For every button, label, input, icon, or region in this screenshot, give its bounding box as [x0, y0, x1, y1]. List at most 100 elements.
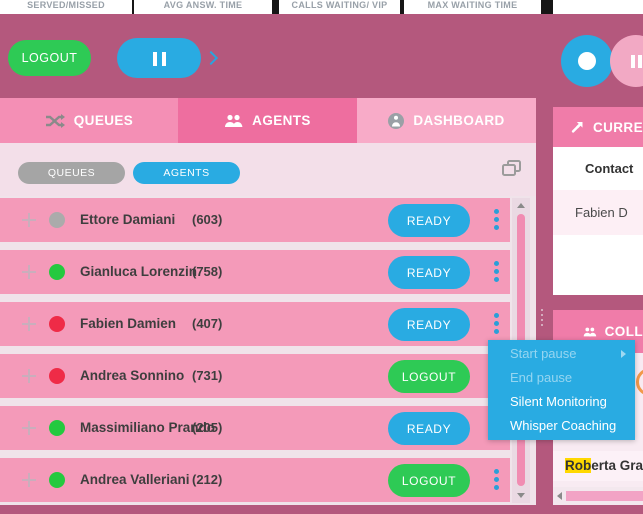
kebab-menu-icon[interactable] [490, 310, 502, 338]
agent-context-menu: Start pause End pause Silent Monitoring … [488, 340, 635, 440]
expand-plus-icon[interactable] [22, 369, 36, 383]
colleague-row[interactable]: Roberta Grassi [553, 451, 643, 481]
agent-extension: (758) [192, 264, 223, 279]
scroll-down-arrow-icon[interactable] [517, 493, 525, 498]
panel-title: CURRE [592, 119, 643, 135]
pause-icon [150, 50, 168, 66]
main-tabs: QUEUES AGENTS DASHBOARD [0, 98, 536, 143]
agent-name: Gianluca Lorenzin [80, 264, 198, 279]
tab-label: QUEUES [73, 113, 134, 128]
agent-name: Andrea Valleriani [80, 472, 190, 487]
agent-list: Ettore Damiani (603) READY Gianluca Lore… [0, 196, 536, 505]
context-menu-item[interactable]: End pause [488, 366, 635, 390]
agent-extension: (205) [192, 420, 223, 435]
filter-queues-pill[interactable]: QUEUES [18, 162, 125, 184]
presence-dot-icon [49, 212, 65, 228]
people-icon [225, 114, 243, 127]
pause-icon [638, 55, 642, 68]
metric-header: MAX WAITING TIME [404, 0, 541, 14]
context-menu-item[interactable]: Start pause [488, 342, 635, 366]
pause-button[interactable] [117, 38, 201, 78]
tab-label: DASHBOARD [413, 113, 505, 128]
agent-extension: (603) [192, 212, 223, 227]
forward-arrow-icon [571, 122, 583, 133]
agent-row: Gianluca Lorenzin (758) READY [0, 250, 510, 294]
kebab-menu-icon[interactable] [490, 258, 502, 286]
agent-extension: (212) [192, 472, 223, 487]
current-call-row[interactable]: Fabien D [553, 190, 643, 235]
agent-extension: (407) [192, 316, 223, 331]
contact-name: Fabien D [575, 205, 628, 220]
kebab-menu-icon[interactable] [490, 466, 502, 494]
presence-dot-icon [49, 420, 65, 436]
tab-dashboard[interactable]: DASHBOARD [357, 98, 536, 143]
agent-row: Andrea Valleriani (212) LOGOUT [0, 458, 510, 502]
agent-status-button[interactable]: LOGOUT [388, 360, 470, 393]
shuffle-icon [45, 113, 65, 128]
menu-item-label: Silent Monitoring [510, 394, 607, 409]
search-highlight: Rob [565, 458, 592, 473]
expand-plus-icon[interactable] [22, 265, 36, 279]
record-button[interactable] [561, 35, 613, 87]
agent-name: Fabien Damien [80, 316, 177, 331]
expand-plus-icon[interactable] [22, 317, 36, 331]
submenu-arrow-icon [621, 350, 626, 358]
panel-title: COLL [604, 324, 643, 339]
expand-plus-icon[interactable] [22, 421, 36, 435]
record-dot-icon [578, 52, 596, 70]
chevron-right-icon[interactable] [203, 50, 219, 66]
metric-header: SERVED/MISSED [0, 0, 132, 14]
agent-extension: (731) [192, 368, 223, 383]
metric-header: AVG ANSW. TIME [134, 0, 272, 14]
agent-name: Massimiliano Prando [80, 420, 216, 435]
logout-button[interactable]: LOGOUT [8, 40, 91, 76]
metric-header-blank [553, 0, 643, 14]
panel-resize-handle[interactable] [540, 306, 544, 332]
context-menu-item[interactable]: Silent Monitoring [488, 390, 635, 414]
agent-row: Andrea Sonnino (731) LOGOUT [0, 354, 510, 398]
horizontal-scrollbar[interactable] [553, 487, 643, 505]
agent-status-button[interactable]: READY [388, 204, 470, 237]
menu-item-label: End pause [510, 370, 573, 385]
pause-circle-button[interactable] [610, 35, 643, 87]
presence-dot-icon [49, 316, 65, 332]
metrics-strip: SERVED/MISSED AVG ANSW. TIME CALLS WAITING… [0, 0, 643, 14]
tab-queues[interactable]: QUEUES [0, 98, 178, 143]
agent-status-button[interactable]: READY [388, 412, 470, 445]
current-calls-panel: CURRE Contact Fabien D [553, 107, 643, 295]
people-icon [583, 327, 597, 336]
horizontal-scrollbar-thumb[interactable] [566, 491, 643, 501]
agent-row: Ettore Damiani (603) READY [0, 198, 510, 242]
agent-status-button[interactable]: LOGOUT [388, 464, 470, 497]
tab-agents[interactable]: AGENTS [178, 98, 357, 143]
menu-item-label: Start pause [510, 346, 577, 361]
cascade-windows-icon[interactable] [502, 160, 521, 177]
status-ring-icon [636, 368, 643, 396]
filter-agents-pill[interactable]: AGENTS [133, 162, 240, 184]
scroll-left-arrow-icon[interactable] [557, 492, 562, 500]
context-menu-item[interactable]: Whisper Coaching [488, 414, 635, 438]
agent-row: Massimiliano Prando (205) READY [0, 406, 510, 450]
agent-row: Fabien Damien (407) READY [0, 302, 510, 346]
metric-header: CALLS WAITING/ VIP [279, 0, 400, 14]
scroll-up-arrow-icon[interactable] [517, 203, 525, 208]
pause-icon [631, 55, 635, 68]
presence-dot-icon [49, 264, 65, 280]
presence-dot-icon [49, 472, 65, 488]
tab-label: AGENTS [252, 113, 311, 128]
agent-name: Ettore Damiani [80, 212, 176, 227]
agent-name: Andrea Sonnino [80, 368, 185, 383]
expand-plus-icon[interactable] [22, 213, 36, 227]
expand-plus-icon[interactable] [22, 473, 36, 487]
menu-item-label: Whisper Coaching [510, 418, 617, 433]
agent-status-button[interactable]: READY [388, 256, 470, 289]
colleague-name: Roberta Grassi [565, 458, 643, 473]
current-calls-header: CURRE [553, 107, 643, 147]
kebab-menu-icon[interactable] [490, 206, 502, 234]
contact-column-header: Contact [585, 161, 634, 176]
agent-status-button[interactable]: READY [388, 308, 470, 341]
dashboard-icon [388, 112, 405, 129]
presence-dot-icon [49, 368, 65, 384]
filter-bar: QUEUES AGENTS [0, 143, 536, 196]
